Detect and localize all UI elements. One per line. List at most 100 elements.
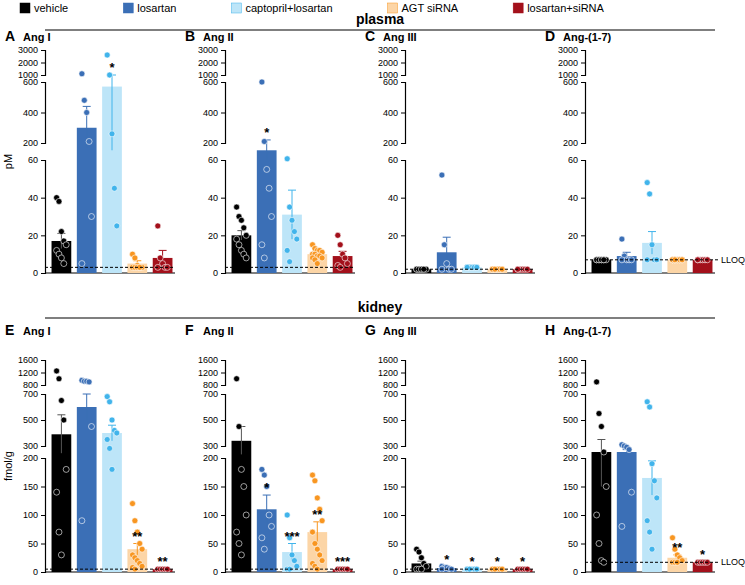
tick: 20 (208, 231, 225, 241)
tick-mark (221, 385, 225, 386)
tick: 200 (563, 138, 585, 148)
axis-line (401, 459, 406, 573)
data-point (337, 242, 343, 248)
tick-mark (581, 198, 585, 199)
tick-label: 200 (563, 453, 578, 463)
plot-area (592, 180, 713, 273)
bar (257, 150, 277, 273)
panel-label: F (185, 322, 194, 338)
data-point (335, 232, 341, 238)
y-axis-segment: 300500700 (23, 389, 46, 451)
bar (52, 434, 72, 572)
significance: * (264, 480, 270, 495)
data-point (63, 466, 69, 472)
data-point (238, 552, 244, 558)
tick-mark (401, 198, 405, 199)
lloq-label: LLOQ (721, 557, 745, 567)
tick-mark (401, 394, 405, 395)
panel-title: Ang III (383, 325, 417, 337)
data-point (54, 368, 60, 374)
tick: 1200 (378, 368, 405, 378)
tick-mark (221, 572, 225, 573)
tick-label: 0 (213, 567, 218, 577)
tick-mark (581, 63, 585, 64)
tick: 150 (563, 482, 585, 492)
legend-label: losartan (137, 2, 176, 14)
y-axis-title: fmol/g (2, 451, 14, 481)
data-point (647, 404, 653, 410)
lloq-line (225, 267, 355, 268)
lloq-line (45, 569, 175, 570)
tick: 20 (568, 231, 585, 241)
tick-label: 1000 (558, 70, 578, 80)
data-point (626, 447, 632, 453)
tick: 300 (23, 441, 45, 451)
tick-mark (401, 373, 405, 374)
section-title: plasma (356, 11, 404, 27)
data-point (54, 489, 60, 495)
tick-mark (221, 446, 225, 447)
tick-label: 60 (208, 155, 218, 165)
tick-label: 60 (388, 155, 398, 165)
data-point (319, 255, 325, 261)
tick-mark (41, 273, 45, 274)
data-point (139, 563, 145, 569)
y-axis-segment: 200400600 (23, 77, 46, 148)
data-point (109, 131, 115, 137)
y-axis-segment: 300500700 (563, 389, 586, 451)
tick-label: 1600 (378, 355, 398, 365)
tick: 2000 (18, 58, 45, 68)
tick-mark (401, 50, 405, 51)
tick-label: 0 (33, 268, 38, 278)
tick: 50 (208, 539, 225, 549)
data-point (647, 191, 653, 197)
tick-label: 200 (383, 138, 398, 148)
tick: 200 (383, 138, 405, 148)
panel-title: Ang I (23, 31, 51, 43)
y-axis-title: pM (2, 154, 14, 169)
significance: * (495, 554, 501, 569)
tick-mark (41, 446, 45, 447)
tick-label: 100 (23, 510, 38, 520)
tick-label: 150 (383, 482, 398, 492)
tick-mark (221, 360, 225, 361)
y-axis-segment: 80012001600 (198, 355, 226, 390)
tick: 1000 (198, 70, 225, 80)
tick-label: 1200 (558, 368, 578, 378)
tick: 1200 (558, 368, 585, 378)
tick: 300 (563, 441, 585, 451)
data-point (287, 259, 293, 265)
axis-line (581, 361, 586, 386)
legend-item: vehicle (20, 2, 68, 14)
axis-line (221, 51, 226, 76)
plot-area (232, 79, 353, 273)
axis-line (41, 361, 46, 386)
data-point (289, 217, 295, 223)
tick-mark (581, 235, 585, 236)
data-point (287, 204, 293, 210)
data-point (441, 242, 447, 248)
data-point (628, 489, 634, 495)
data-point (241, 225, 247, 231)
tick-mark (221, 198, 225, 199)
data-point (139, 546, 145, 552)
tick: 0 (213, 567, 225, 577)
tick-label: 300 (203, 441, 218, 451)
data-point (114, 430, 120, 436)
significance: * (700, 547, 706, 562)
tick-mark (581, 50, 585, 51)
tick: 3000 (198, 45, 225, 55)
y-axis-segment: 200400600 (203, 77, 226, 148)
tick-mark (401, 487, 405, 488)
y-axis-segment: 050100150200 (203, 453, 226, 577)
error-bar (597, 440, 605, 487)
data-point (234, 204, 240, 210)
tick: 500 (23, 415, 45, 425)
tick-mark (41, 458, 45, 459)
lloq-line (405, 569, 535, 570)
y-axis-segment: 0204060 (208, 155, 226, 278)
axis-line (221, 361, 226, 386)
data-point (58, 255, 64, 261)
y-axis-segment: 80012001600 (558, 355, 586, 390)
tick-label: 400 (563, 108, 578, 118)
